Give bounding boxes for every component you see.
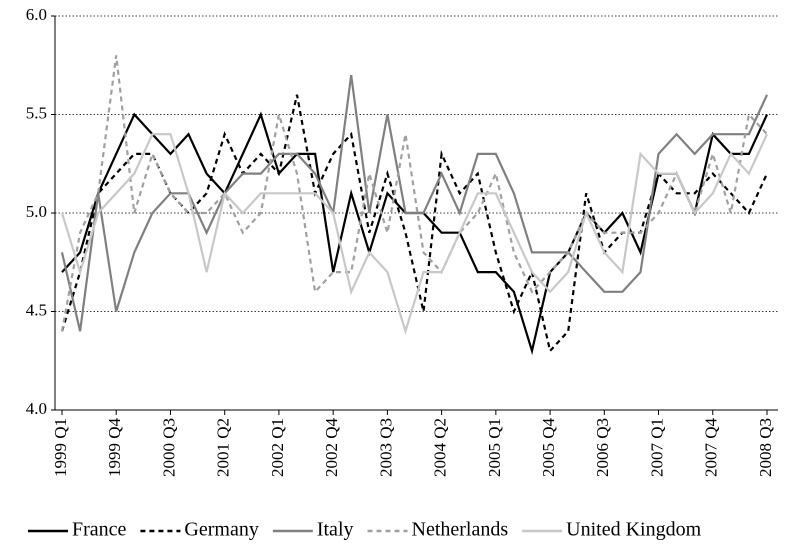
legend-label: Germany xyxy=(184,519,258,541)
y-tick-label: 4.5 xyxy=(26,300,47,319)
y-tick-label: 5.0 xyxy=(26,202,47,221)
x-tick-label: 2004 Q2 xyxy=(431,418,450,477)
x-tick-label: 2007 Q4 xyxy=(702,418,721,478)
series-line xyxy=(60,133,768,335)
y-tick-label: 6.0 xyxy=(26,5,47,24)
x-tick-label: 2002 Q4 xyxy=(322,418,341,478)
x-tick-label: 2002 Q1 xyxy=(268,418,287,477)
y-tick-label: 4.0 xyxy=(26,399,47,418)
x-tick-label: 1999 Q1 xyxy=(51,418,70,477)
x-tick-label: 1999 Q4 xyxy=(105,418,124,478)
x-tick-label: 2005 Q4 xyxy=(539,418,558,478)
legend-label: United Kingdom xyxy=(566,519,701,541)
legend-label: Netherlands xyxy=(412,519,509,541)
x-tick-label: 2008 Q3 xyxy=(756,418,775,477)
x-tick-label: 2003 Q3 xyxy=(376,418,395,477)
series-line xyxy=(60,55,768,332)
legend-label: France xyxy=(72,519,127,541)
series-line xyxy=(60,74,768,332)
x-tick-label: 2001 Q2 xyxy=(214,418,233,477)
x-tick-label: 2006 Q3 xyxy=(593,418,612,477)
x-tick-label: 2005 Q1 xyxy=(485,418,504,477)
legend-label: Italy xyxy=(317,519,354,541)
y-tick-label: 5.5 xyxy=(26,103,47,122)
legend: France Germany Italy Netherlands United King… xyxy=(28,519,702,541)
x-tick-label: 2007 Q1 xyxy=(647,418,666,477)
x-tick-label: 2000 Q3 xyxy=(159,418,178,477)
